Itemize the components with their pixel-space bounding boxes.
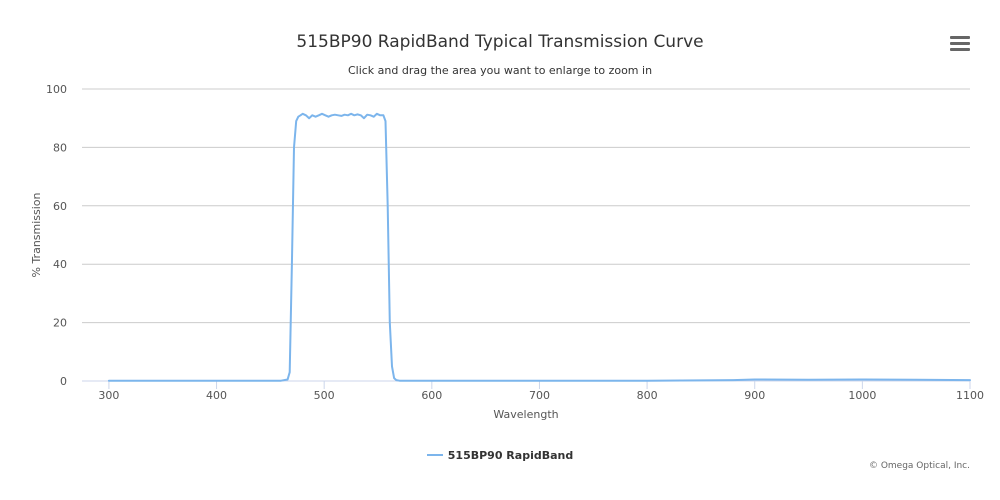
chart-subtitle: Click and drag the area you want to enla…: [347, 64, 653, 77]
chart-title: 515BP90 RapidBand Typical Transmission C…: [296, 32, 704, 52]
x-tick-label: 900: [744, 389, 765, 402]
grid-lines: [82, 88, 971, 389]
y-tick-label: 80: [53, 141, 67, 154]
x-tick-labels: 300 400 500 600 700 800 900 1000 1100: [98, 389, 984, 402]
x-tick-label: 300: [98, 389, 119, 402]
x-tick-label: 800: [637, 389, 658, 402]
y-tick-labels: 0 20 40 60 80 100: [46, 83, 67, 388]
series-group: [107, 112, 971, 382]
x-tick-label: 400: [206, 389, 227, 402]
x-tick-label: 600: [421, 389, 442, 402]
series-line[interactable]: [107, 112, 971, 382]
credits[interactable]: © Omega Optical, Inc.: [868, 461, 970, 471]
y-tick-label: 100: [46, 83, 67, 96]
x-axis-title: Wavelength: [493, 408, 558, 421]
y-tick-label: 60: [53, 200, 67, 213]
x-tick-label: 500: [314, 389, 335, 402]
legend-label: 515BP90 RapidBand: [447, 448, 574, 462]
legend: 515BP90 RapidBand: [0, 446, 1000, 462]
legend-item[interactable]: 515BP90 RapidBand: [426, 448, 574, 462]
x-tick-label: 700: [529, 389, 550, 402]
legend-line-marker: [426, 454, 443, 456]
y-tick-label: 40: [53, 258, 67, 271]
y-axis-title: % Transmission: [30, 192, 43, 277]
x-tick-label: 1000: [848, 389, 876, 402]
hamburger-menu-icon[interactable]: [950, 36, 970, 54]
x-tick-label: 1100: [956, 389, 984, 402]
y-tick-label: 0: [60, 375, 67, 388]
y-tick-label: 20: [53, 317, 67, 330]
